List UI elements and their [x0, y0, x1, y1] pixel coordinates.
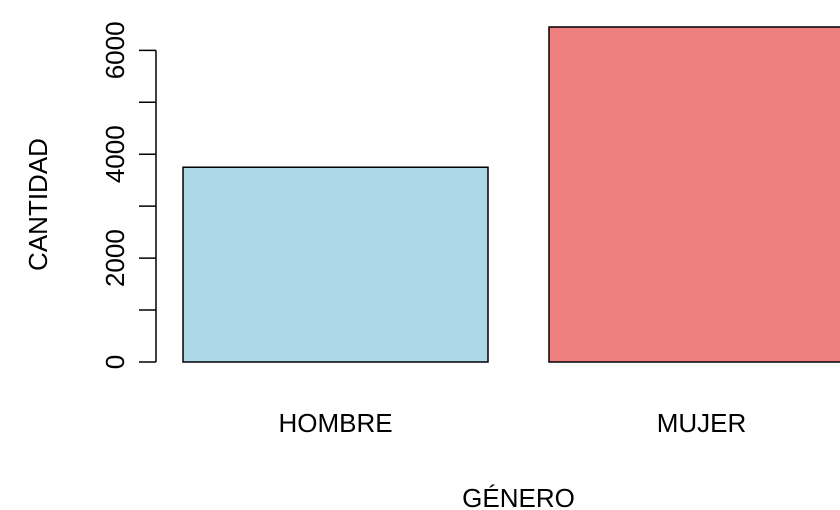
bars: [182, 26, 840, 363]
y-tick-label: 4000: [100, 125, 130, 183]
x-tick-label-hombre: HOMBRE: [278, 408, 392, 438]
y-tick-label: 6000: [100, 21, 130, 79]
y-axis-label: CANTIDAD: [23, 138, 53, 271]
x-axis-tick-labels: HOMBRE MUJER: [278, 408, 746, 438]
y-tick-label: 0: [100, 355, 130, 369]
x-axis-label: GÉNERO: [462, 483, 575, 510]
y-tick-label: 2000: [100, 229, 130, 287]
bar-hombre: [182, 166, 489, 363]
y-axis-ticks: 0 2000 4000 6000: [100, 21, 156, 369]
x-tick-label-mujer: MUJER: [657, 408, 747, 438]
bar-mujer: [548, 26, 840, 363]
